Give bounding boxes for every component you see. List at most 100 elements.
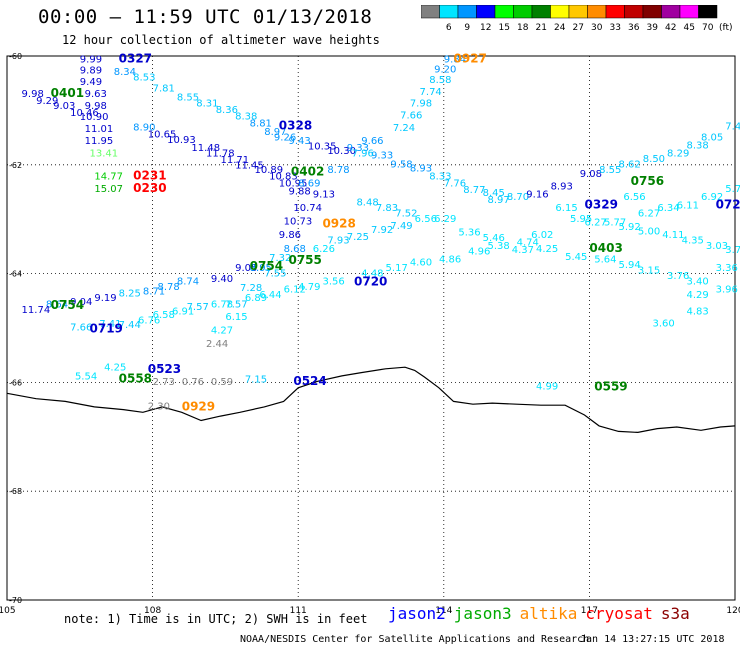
- wave-height-label: 5.92: [619, 222, 641, 233]
- satellite-legend-item: s3a: [660, 604, 690, 623]
- lon-tick-label: 120: [726, 606, 740, 616]
- wave-height-label: 7.66: [400, 111, 422, 122]
- wave-height-label: 10.90: [80, 112, 109, 123]
- wave-height-label: 8.45: [483, 188, 505, 199]
- legend-level-label: 39: [647, 23, 659, 33]
- legend-level-label: 45: [684, 23, 695, 33]
- wave-height-label: 4.29: [686, 290, 708, 301]
- legend-swatch: [679, 5, 699, 19]
- wave-height-label: 11.71: [221, 155, 250, 166]
- wave-height-label: 4.83: [686, 306, 708, 317]
- wave-height-label: 10.89: [255, 165, 284, 176]
- wave-height-label: 8.62: [619, 160, 641, 171]
- wave-height-labels: 9.849.208.587.747.987.667.249.999.899.49…: [22, 55, 740, 413]
- wave-height-label: 9.08: [580, 169, 602, 180]
- wave-height-label: 7.93: [327, 236, 349, 247]
- track-time-label: 0403: [589, 241, 622, 255]
- wave-height-label: 5.36: [458, 228, 480, 239]
- footer-timestamp: Jan 14 13:27:15 UTC 2018: [580, 634, 725, 645]
- lon-tick-label: 105: [0, 606, 16, 616]
- wave-height-label: 9.33: [347, 143, 369, 154]
- legend-swatch: [661, 5, 681, 19]
- wave-height-label: 7.15: [245, 374, 267, 385]
- wave-height-label: 6.56: [623, 192, 645, 203]
- track-time-label: 0524: [293, 374, 326, 388]
- wave-height-label: 4.96: [468, 247, 490, 258]
- wave-height-label: 8.48: [356, 198, 378, 209]
- lat-tick-label: -64: [9, 270, 22, 279]
- antarctic-coastline: [6, 366, 736, 434]
- wave-height-label: 7.49: [725, 121, 740, 132]
- wave-height-label: 2.44: [206, 339, 228, 350]
- wave-height-label: 9.63: [85, 89, 107, 100]
- wave-height-label: 9.29: [36, 96, 58, 107]
- wave-height-label: 9.13: [313, 189, 335, 200]
- wave-height-label: 8.53: [133, 72, 155, 83]
- wave-height-label: 7.49: [390, 221, 412, 232]
- wave-height-label: 8.38: [235, 112, 257, 123]
- wave-height-label: 7.92: [371, 225, 393, 236]
- wave-height-label: 11.95: [85, 136, 114, 147]
- wave-height-label: 6.11: [677, 200, 699, 211]
- wave-height-label: 9.84: [444, 55, 466, 66]
- wave-height-label: 11.48: [191, 143, 220, 154]
- wave-height-label: 9.58: [390, 160, 412, 171]
- wave-height-label: 5.71: [725, 184, 740, 195]
- legend-swatch: [587, 5, 607, 19]
- wave-height-label: 9.03: [53, 101, 75, 112]
- wave-height-label: 7.66: [70, 323, 92, 334]
- wave-height-label: 8.55: [599, 165, 621, 176]
- legend-level-label: 70: [702, 23, 714, 33]
- wave-height-label: 14.77: [94, 171, 123, 182]
- legend-level-label: 9: [464, 23, 470, 33]
- lon-tick-label: 114: [435, 606, 452, 616]
- wave-height-label: 8.93: [551, 181, 573, 192]
- wave-height-label: 7.96: [352, 149, 374, 160]
- wave-height-label: 8.97: [487, 195, 509, 206]
- track-time-label: 0928: [322, 216, 355, 230]
- wave-height-label: 4.60: [410, 257, 432, 268]
- wave-height-label: 0.76: [182, 377, 204, 388]
- legend-swatch: [457, 5, 477, 19]
- track-time-label: 0329: [585, 197, 618, 211]
- wave-height-label: 6.34: [657, 203, 679, 214]
- footer-note: note: 1) Time is in UTC; 2) SWH is in fe…: [64, 612, 368, 626]
- track-time-label: 0230: [133, 181, 166, 195]
- wave-height-label: 9.98: [22, 89, 44, 100]
- wave-height-label: 8.70: [507, 192, 529, 203]
- wave-height-label: 5.95: [570, 214, 592, 225]
- legend-level-label: 18: [517, 23, 529, 33]
- track-time-label: 0755: [288, 253, 321, 267]
- wave-height-label: 6.56: [415, 214, 437, 225]
- legend-swatch: [550, 5, 570, 19]
- wave-height-label: 13.41: [90, 149, 119, 160]
- wave-height-label: 9.88: [288, 187, 310, 198]
- wave-height-label: 9.49: [80, 77, 102, 88]
- wave-height-label: 8.58: [429, 75, 451, 86]
- wave-height-label: 9.33: [371, 150, 393, 161]
- wave-height-label: 6.15: [555, 203, 577, 214]
- wave-height-label: 4.99: [536, 381, 558, 392]
- track-time-label: 0721: [716, 197, 740, 211]
- track-time-label: 0523: [148, 362, 181, 376]
- legend-level-label: 24: [554, 23, 566, 33]
- wave-height-label: 10.30: [327, 146, 356, 157]
- wave-height-label: 3.36: [716, 263, 738, 274]
- wave-height-label: 5.54: [75, 372, 97, 383]
- legend-swatch: [513, 5, 533, 19]
- wave-height-label: 11.74: [22, 305, 51, 316]
- coastline-path: [6, 366, 736, 434]
- wave-height-label: 10.74: [293, 203, 322, 214]
- wave-height-label: 9.19: [94, 293, 116, 304]
- wave-height-label: 8.64: [46, 299, 68, 310]
- wave-height-label: 3.96: [716, 285, 738, 296]
- wave-height-label: 3.56: [322, 276, 344, 287]
- wave-height-label: 6.26: [313, 244, 335, 255]
- wave-height-label: 7.76: [444, 179, 466, 190]
- wave-height-label: 11.01: [85, 124, 114, 135]
- wave-height-label: 4.27: [211, 325, 233, 336]
- track-time-label: 0402: [291, 165, 324, 179]
- wave-height-label: 8.25: [119, 288, 141, 299]
- wave-height-label: 7.81: [153, 83, 175, 94]
